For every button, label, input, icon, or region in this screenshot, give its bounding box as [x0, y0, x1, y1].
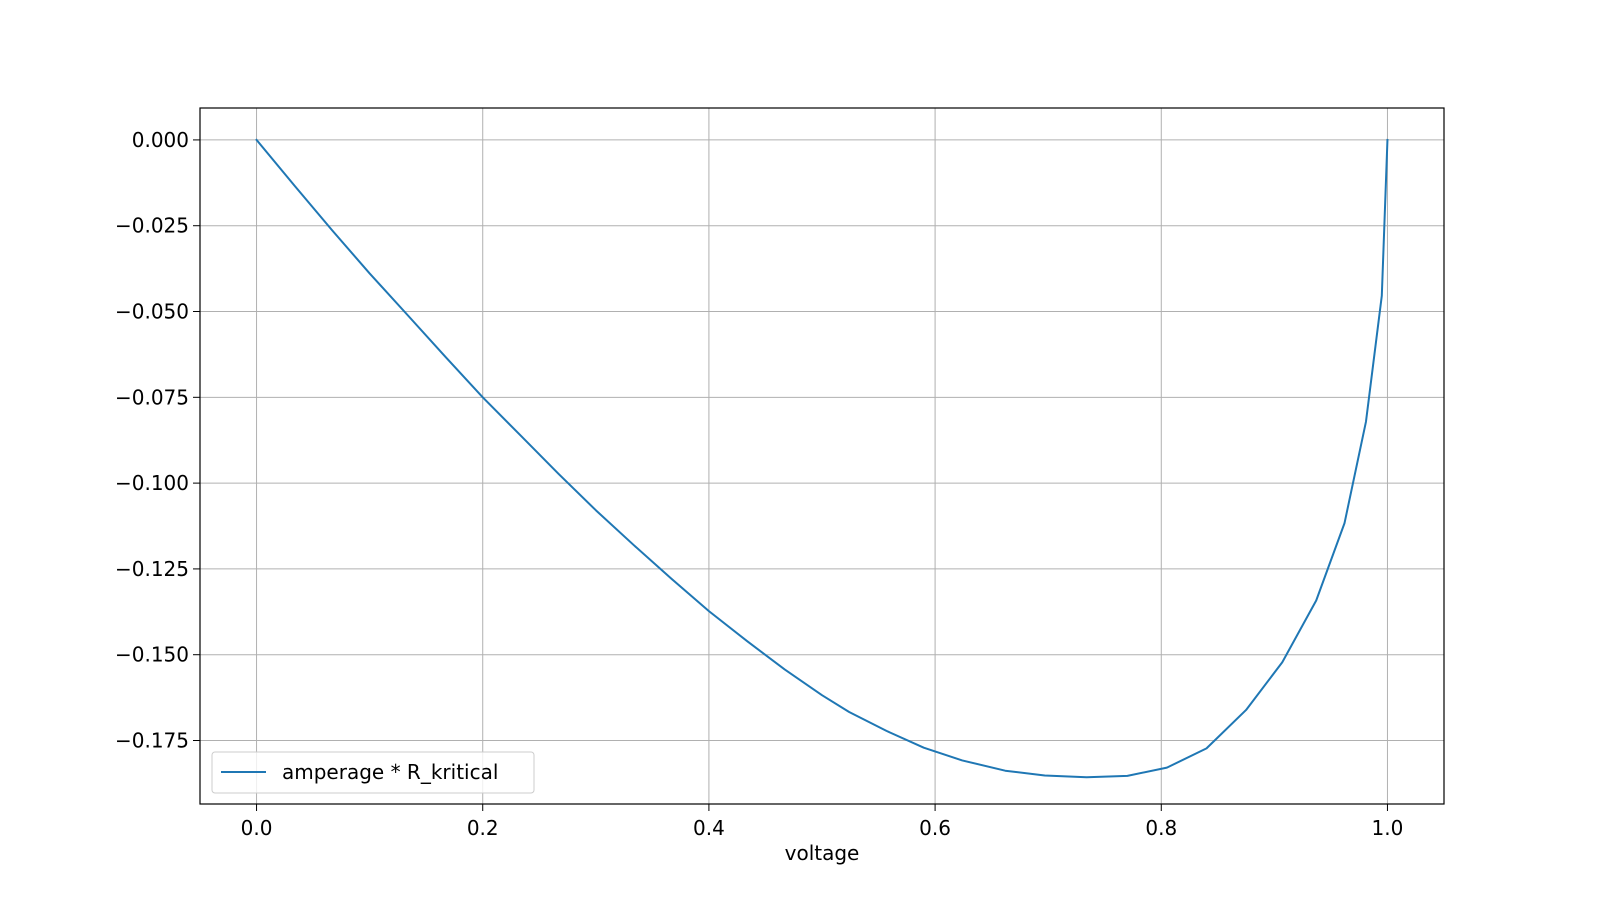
- legend: amperage * R_kritical: [211, 751, 535, 794]
- y-axis: 0.000 −0.025 −0.050 −0.075 −0.100 −0.125 −0.15…: [115, 128, 200, 753]
- y-tick-label: −0.075: [115, 385, 189, 409]
- series-layer: [255, 138, 1389, 779]
- y-tick-label: −0.125: [115, 557, 189, 581]
- legend-box: [211, 751, 535, 794]
- x-axis-label: voltage: [785, 841, 860, 865]
- grid: [200, 108, 1444, 804]
- legend-label: amperage * R_kritical: [282, 760, 498, 784]
- x-tick-label: 0.0: [241, 816, 273, 840]
- y-tick-label: −0.150: [115, 643, 189, 667]
- y-tick-label: −0.050: [115, 300, 189, 324]
- x-axis: 0.0 0.2 0.4 0.6 0.8 1.0: [241, 804, 1404, 840]
- y-tick-label: 0.000: [132, 128, 189, 152]
- series-line: [255, 138, 1389, 779]
- x-tick-label: 0.2: [467, 816, 499, 840]
- y-tick-label: −0.025: [115, 214, 189, 238]
- y-tick-label: −0.175: [115, 729, 189, 753]
- y-tick-label: −0.100: [115, 471, 189, 495]
- x-tick-label: 0.6: [919, 816, 951, 840]
- plot-frame: [199, 107, 1445, 805]
- x-tick-label: 1.0: [1372, 816, 1404, 840]
- plot-background: [200, 108, 1444, 804]
- x-tick-label: 0.4: [693, 816, 725, 840]
- x-tick-label: 0.8: [1145, 816, 1177, 840]
